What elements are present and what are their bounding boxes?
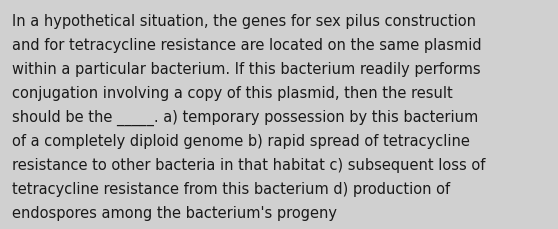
Text: of a completely diploid genome b) rapid spread of tetracycline: of a completely diploid genome b) rapid … [12,134,470,148]
Text: should be the _____. a) temporary possession by this bacterium: should be the _____. a) temporary posses… [12,109,478,126]
Text: In a hypothetical situation, the genes for sex pilus construction: In a hypothetical situation, the genes f… [12,14,476,29]
Text: tetracycline resistance from this bacterium d) production of: tetracycline resistance from this bacter… [12,181,450,196]
Text: resistance to other bacteria in that habitat c) subsequent loss of: resistance to other bacteria in that hab… [12,157,485,172]
Text: conjugation involving a copy of this plasmid, then the result: conjugation involving a copy of this pla… [12,86,453,101]
Text: endospores among the bacterium's progeny: endospores among the bacterium's progeny [12,205,337,220]
Text: within a particular bacterium. If this bacterium readily performs: within a particular bacterium. If this b… [12,62,480,77]
Text: and for tetracycline resistance are located on the same plasmid: and for tetracycline resistance are loca… [12,38,482,53]
